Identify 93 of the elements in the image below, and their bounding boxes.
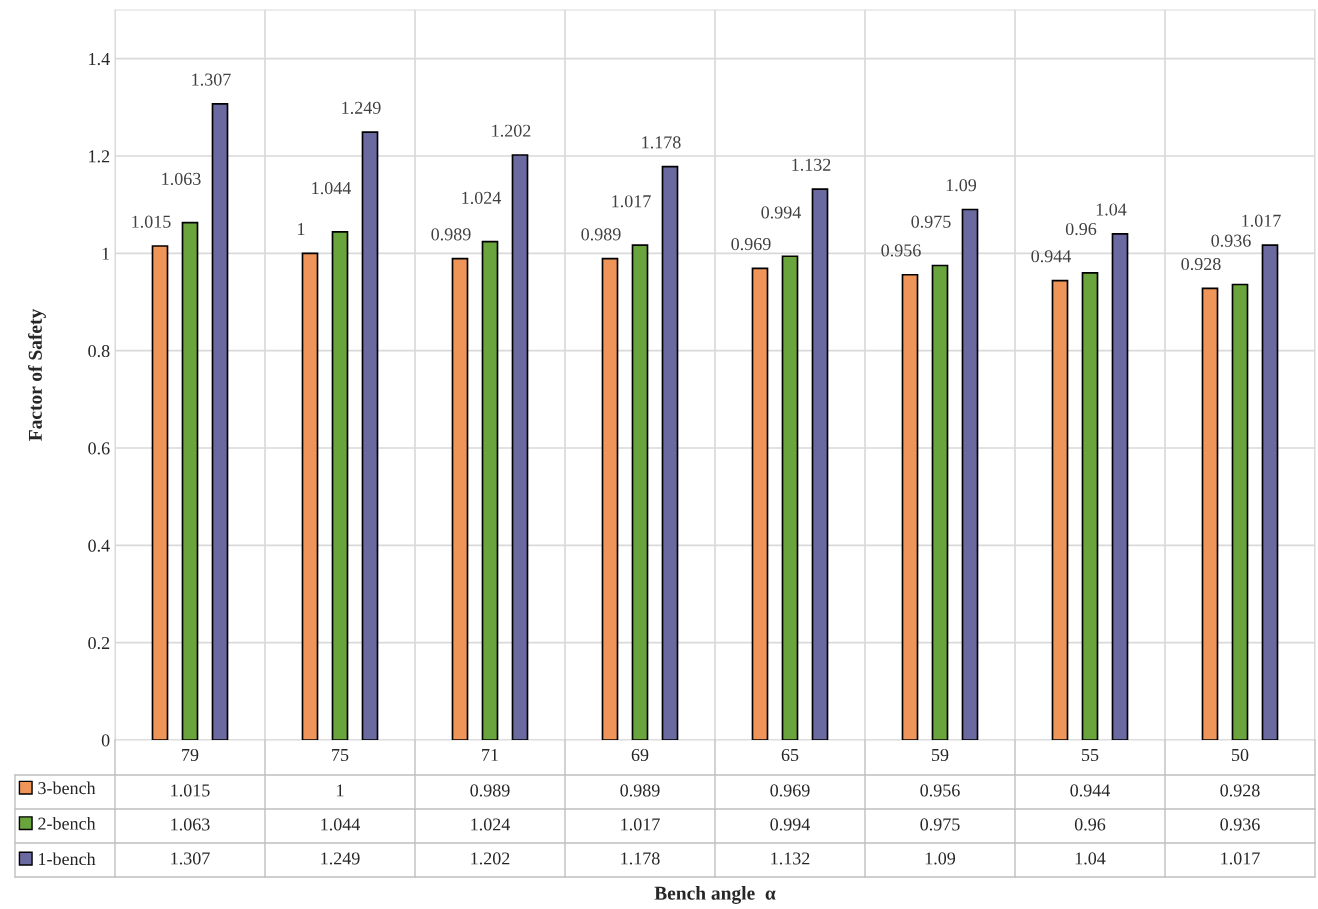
data-label: 1.202	[492, 124, 531, 137]
bar	[331, 231, 349, 740]
bar	[811, 188, 829, 740]
data-label: 1.09	[946, 179, 977, 192]
legend-label: 2-bench	[38, 816, 96, 830]
bar	[661, 165, 679, 740]
x-tick-label: 50	[1232, 748, 1249, 762]
text: 1	[337, 784, 344, 797]
y-tick-label: 0.8	[88, 344, 110, 358]
y-tick-label: 1.4	[89, 53, 110, 66]
y-tick-label: 1	[102, 247, 110, 260]
data-label: 0.989	[431, 228, 471, 241]
data-label: 0.975	[911, 215, 951, 228]
x-tick-label: 59	[932, 748, 949, 762]
data-label: 1.249	[342, 101, 381, 114]
text: 1.04	[1075, 852, 1106, 865]
x-tick-label: 79	[182, 748, 199, 762]
data-label: 0.936	[1211, 234, 1251, 247]
bar	[601, 257, 619, 740]
text: 1.063	[171, 818, 210, 831]
bar	[1261, 244, 1279, 740]
bar	[751, 267, 769, 740]
text: 0.936	[1220, 818, 1260, 831]
data-label: 0.944	[1031, 250, 1072, 263]
bar	[1231, 283, 1249, 740]
data-label: 1	[298, 222, 305, 235]
text: 1.202	[471, 852, 510, 865]
x-tick-label: 65	[781, 748, 799, 762]
text: Bench angle α	[654, 886, 776, 904]
data-label: 1.024	[462, 191, 502, 204]
text: 0.944	[1070, 784, 1111, 797]
bar	[511, 154, 529, 740]
y-tick-label: 0.4	[88, 539, 110, 552]
bar	[1111, 233, 1129, 740]
bar	[451, 257, 469, 740]
bar	[961, 208, 979, 740]
bar	[151, 245, 169, 740]
text: 1.017	[621, 818, 660, 831]
text: 0.989	[470, 784, 510, 797]
text: 0.989	[620, 784, 660, 797]
text: 0.994	[770, 818, 811, 831]
data-label: 0.96	[1065, 222, 1097, 236]
text: 1.017	[1221, 852, 1260, 865]
bar	[301, 252, 319, 740]
text: 1.132	[771, 852, 810, 865]
bar	[1051, 279, 1069, 740]
y-tick-label: 1.2	[89, 150, 110, 163]
x-tick-label: 75	[332, 749, 349, 762]
bar	[1081, 271, 1099, 740]
y-axis-title: Factor of Safety	[28, 308, 46, 441]
data-label: 1.044	[312, 182, 352, 195]
bar	[1201, 287, 1219, 740]
bar	[361, 131, 379, 740]
data-label: 0.969	[731, 237, 771, 251]
bar	[481, 240, 499, 740]
text: 1.024	[471, 818, 511, 831]
data-label: 1.178	[642, 136, 681, 149]
x-tick-label: 71	[482, 748, 498, 761]
data-label: 0.928	[1181, 257, 1221, 271]
text: 1.09	[925, 852, 956, 865]
text: 0.975	[920, 818, 960, 831]
legend-label: 1-bench	[39, 852, 96, 866]
data-label: 1.063	[162, 172, 201, 186]
y-tick-label: 0.2	[88, 636, 110, 650]
data-label: 1.04	[1096, 203, 1127, 216]
text: 1.307	[171, 852, 210, 865]
text: 0.956	[920, 784, 960, 797]
x-tick-label: 55	[1082, 749, 1099, 762]
data-label: 1.132	[792, 158, 831, 171]
bar	[781, 255, 799, 740]
data-label: 0.994	[761, 206, 802, 219]
y-tick-label: 0.6	[88, 442, 110, 455]
bar	[211, 103, 229, 740]
text: 0.969	[770, 784, 810, 797]
x-tick-label: 69	[631, 748, 649, 762]
text: 1.015	[171, 784, 210, 797]
data-label: 1.015	[132, 215, 171, 228]
bar	[631, 244, 649, 740]
bar	[901, 273, 919, 740]
bar	[181, 221, 199, 740]
bar	[931, 264, 949, 740]
y-tick-label: 0	[101, 734, 110, 747]
data-label: 1.017	[1242, 214, 1281, 227]
text: 0.96	[1074, 818, 1106, 831]
data-label: 1.307	[192, 73, 231, 86]
text: 0.928	[1220, 784, 1260, 797]
data-label: 0.989	[581, 228, 621, 241]
data-label: 1.017	[612, 195, 651, 208]
legend-label: 3-bench	[38, 781, 96, 795]
text: 1.178	[621, 852, 660, 865]
data-label: 0.956	[881, 244, 921, 257]
text: 1.044	[321, 818, 361, 831]
text: 1.249	[321, 852, 360, 865]
